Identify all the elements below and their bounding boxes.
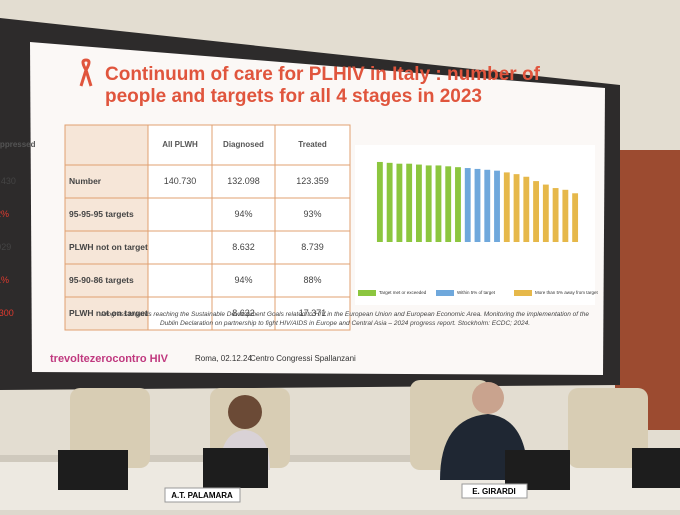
slide-title: Continuum of care for PLHIV in Italy : n… (105, 64, 540, 107)
chart: Target met or exceeded Within 5% of targe… (358, 161, 599, 296)
row-label: Number (69, 176, 102, 186)
table-cell (64, 197, 149, 232)
person-head (472, 382, 504, 414)
bar (425, 165, 432, 242)
table-cell (147, 230, 213, 265)
wood-panel (615, 150, 680, 430)
table-value: 132.098 (227, 176, 260, 186)
bar (396, 163, 403, 242)
table-value: 8.632 (232, 242, 255, 252)
bar (533, 181, 539, 242)
title-box: Continuum of care for PLHIV in Italy : n… (105, 64, 540, 107)
row-label: 95-95-95 targets (69, 209, 134, 219)
bar (542, 184, 549, 242)
table-cell (274, 197, 351, 232)
citation: Progress towards reaching the Sustainabl… (101, 311, 589, 327)
table-cell (147, 197, 213, 232)
brand: trevoltezerocontro HIV (50, 353, 169, 365)
table-header: Virally suppressed (0, 140, 36, 149)
table-value: 8.632 (232, 308, 255, 318)
nameplate (461, 483, 528, 499)
table-value: 92% (0, 209, 9, 219)
table-cell (147, 263, 213, 298)
chair (70, 388, 150, 468)
table-value: 27.300 (0, 308, 14, 318)
bar (484, 169, 491, 242)
monitor (632, 448, 680, 488)
table-cell (64, 230, 149, 265)
bar (435, 165, 442, 242)
table-value: 94% (234, 275, 252, 285)
monitor (58, 450, 128, 490)
legend-swatch (436, 290, 454, 296)
citation-box: Progress towards reaching the Sustainabl… (101, 311, 589, 327)
table-value: 113.430 (0, 176, 16, 186)
bar (406, 163, 413, 242)
table-value: 123.359 (296, 176, 329, 186)
bar (552, 188, 559, 242)
nameplate-text: E. GIRARDI (472, 487, 516, 496)
bar (376, 161, 383, 242)
bar (494, 170, 500, 242)
legend-swatch (358, 290, 376, 296)
table-value: 17.371 (299, 308, 327, 318)
bar (464, 168, 471, 242)
table-cell (64, 263, 149, 298)
table-header: Diagnosed (223, 140, 264, 149)
ribbon-icon (79, 58, 93, 87)
bar (445, 166, 452, 242)
legend-label: Within 5% of target (457, 290, 496, 295)
table-value: 81% (0, 275, 9, 285)
venue: Centro Congressi Spallanzani (250, 354, 356, 363)
table-cell (211, 296, 276, 331)
table-cell (64, 124, 149, 166)
table-cell (274, 230, 351, 265)
row-label: PLWH not on target (69, 308, 148, 318)
bar (523, 176, 530, 242)
bar (455, 167, 461, 242)
bar (503, 172, 510, 242)
table-value: 93% (303, 209, 321, 219)
table: All PLWH Diagnosed Treated Virally suppress… (0, 124, 351, 331)
table-cell (274, 296, 351, 331)
table-cell (211, 263, 276, 298)
nameplate-text: A.T. PALAMARA (171, 491, 233, 500)
table-cell (147, 296, 213, 331)
table-value: 94% (234, 209, 252, 219)
table-cell (274, 164, 351, 199)
chair (568, 388, 648, 468)
bar (416, 164, 422, 242)
bar (474, 168, 481, 242)
table-header: All PLWH (162, 140, 198, 149)
table-cell (211, 230, 276, 265)
table-value: 8.739 (301, 242, 324, 252)
bar (572, 193, 579, 242)
table-header: Treated (298, 140, 327, 149)
table-value: 88% (303, 275, 321, 285)
nameplate (164, 487, 241, 503)
table-cell (211, 164, 276, 199)
date: Roma, 02.12.24 (195, 354, 252, 363)
bar (562, 189, 569, 242)
monitor (203, 448, 268, 488)
person-head (228, 395, 262, 429)
bar (513, 174, 520, 242)
legend-label: Target met or exceeded (379, 290, 427, 295)
table-value: 9.929 (0, 242, 11, 252)
row-label: PLWH not on target (69, 242, 148, 252)
monitor (505, 450, 570, 490)
bar (386, 162, 393, 242)
table-cell (274, 124, 351, 166)
table-cell (211, 197, 276, 232)
legend-swatch (514, 290, 532, 296)
row-label: 95-90-86 targets (69, 275, 134, 285)
legend-label: More than 5% away from target (535, 290, 599, 295)
table-value: 140.730 (164, 176, 197, 186)
table-cell (274, 263, 351, 298)
table-cell (147, 124, 213, 166)
